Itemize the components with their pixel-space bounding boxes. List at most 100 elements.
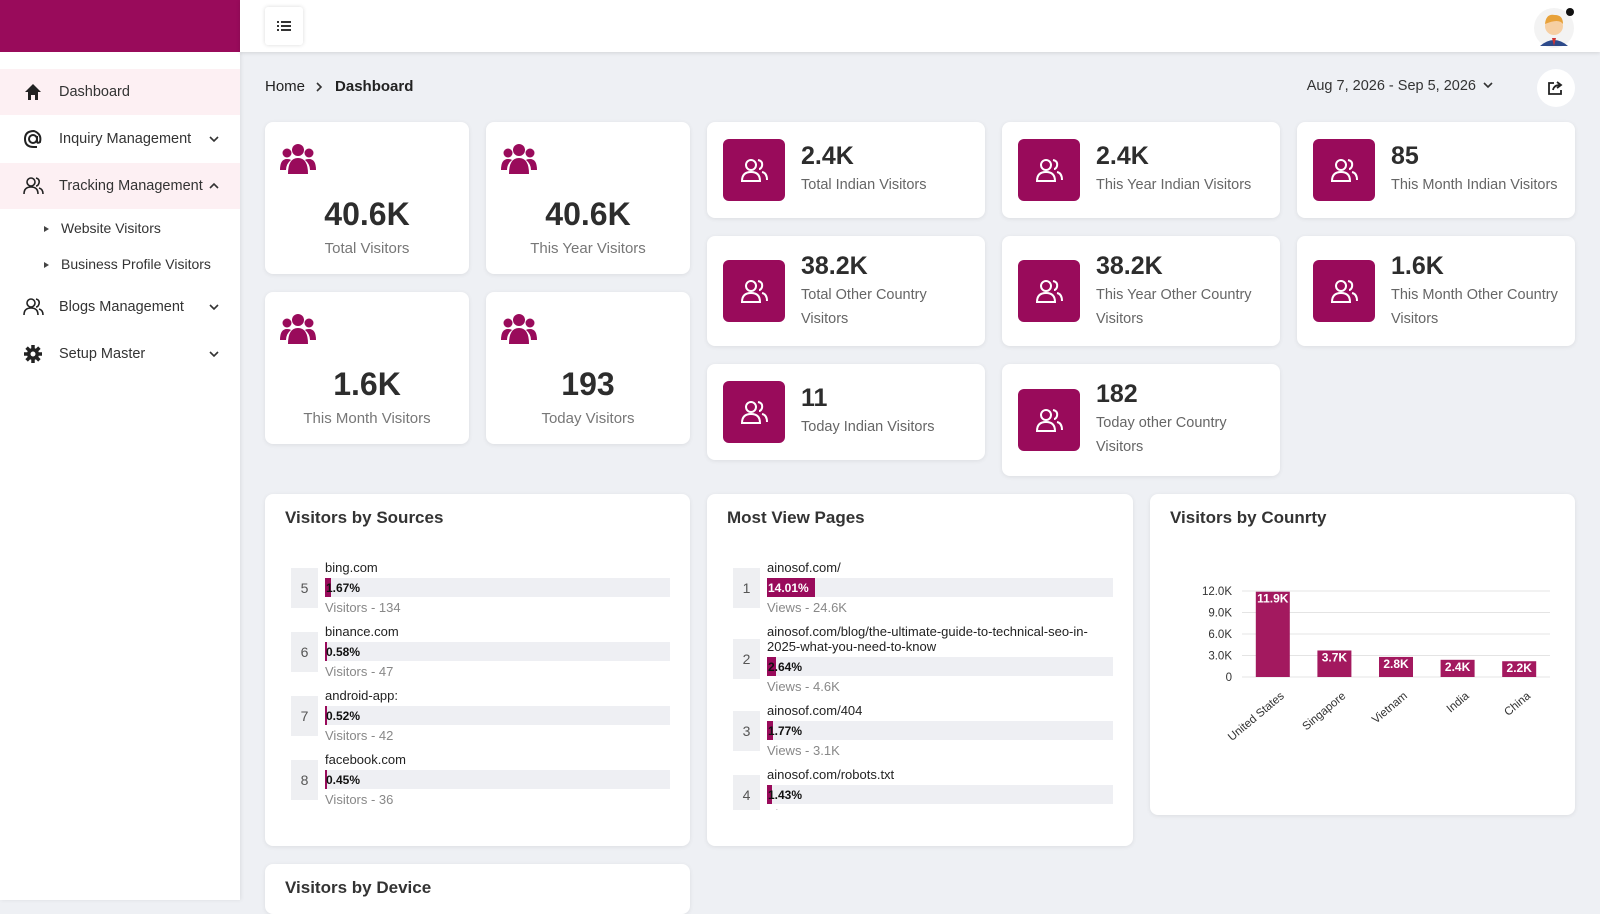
summary-card: 40.6K Total Visitors [265,122,469,274]
sidebar: Dashboard Inquiry Management Tracking Mana… [0,0,240,900]
y-tick-label: 9.0K [1208,608,1232,620]
card-icon [280,314,316,344]
detail-card: 11 Today Indian Visitors [707,364,985,460]
card-icon-box [723,139,785,201]
menu-item[interactable]: Dashboard [0,69,240,115]
card-icon [740,159,768,182]
menu-label: Dashboard [59,84,130,100]
card-text: 2.4K Total Indian Visitors [801,142,973,197]
y-tick-label: 0 [1226,672,1232,684]
menu-label: Inquiry Management [59,131,192,147]
card-text: 2.4K This Year Indian Visitors [1096,142,1268,197]
rank: 5 [291,567,318,608]
bar [1255,591,1290,677]
rank: 2 [733,639,760,679]
bar [1440,659,1475,677]
card-label: This Month Other Country Visitors [1391,287,1558,327]
percent-label: 14.01% [768,581,809,595]
chart-title: Visitors by Counrty [1170,508,1327,527]
menu-icon [24,345,42,363]
card-icon-box [723,381,785,443]
item-name: ainosof.com/robots.txt [767,767,895,782]
menu-item[interactable]: Tracking Management [0,163,240,209]
bar [1502,661,1537,677]
percent-label: 2.64% [768,660,803,674]
item-count: Views - 24.6K [767,600,847,615]
menu-item[interactable]: Inquiry Management [0,116,240,162]
x-tick-label: Vietnam [1370,690,1410,726]
logo [0,0,240,52]
card-value: 1.6K [1391,252,1444,280]
item-body: binance.com 0.58% Visitors - 47 [325,624,670,679]
panel-title: Visitors by Sources [285,508,444,527]
item-body: ainosof.com/blog/the-ultimate-guide-to-t… [767,624,1113,694]
date-range-picker[interactable]: Aug 7, 2026 - Sep 5, 2026 [1307,78,1498,94]
menu-label: Blogs Management [59,299,184,315]
user-name: Admin [1468,18,1508,34]
detail-card: 182 Today other Country Visitors [1002,364,1280,476]
device-panel: Visitors by Device [265,864,690,914]
card-label: Total Visitors [324,240,410,257]
rank: 8 [291,759,318,800]
progress-track: 14.01% [767,578,1113,597]
y-tick-label: 12.0K [1202,586,1232,598]
item-body: ainosof.com/robots.txt 1.43% Views - 2.5K [767,767,1113,810]
progress-track: 0.58% [325,642,670,661]
item-count: Visitors - 134 [325,600,401,615]
card-value: 85 [1391,142,1419,170]
item-count: Visitors - 42 [325,728,394,743]
menu-item[interactable]: Blogs Management [0,284,240,330]
rank: 3 [733,710,760,751]
detail-card: 85 This Month Indian Visitors [1297,122,1575,218]
card-icon-box [1018,139,1080,201]
detail-card: 2.4K Total Indian Visitors [707,122,985,218]
progress-fill [325,642,327,661]
card-icon [1035,280,1063,303]
menu-item[interactable]: Setup Master [0,331,240,377]
detail-card: 38.2K This Year Other Country Visitors [1002,236,1280,346]
item-body: facebook.com 0.45% Visitors - 36 [325,752,670,807]
item-count: Views - 3.1K [767,743,840,758]
item-count: Visitors - 36 [325,792,394,807]
y-tick-label: 3.0K [1208,651,1232,663]
card-label: Total Other Country Visitors [801,287,927,327]
card-text: 11 Today Indian Visitors [801,384,973,439]
menu-label: Setup Master [59,346,146,362]
progress-fill [767,657,777,676]
submenu-item[interactable]: Website Visitors [44,220,161,236]
progress-track: 1.67% [325,578,670,597]
item-count: Views - 4.6K [767,679,840,694]
avatar[interactable] [1532,4,1578,50]
progress-fill [767,578,816,597]
submenu-item[interactable]: Business Profile Visitors [44,256,211,272]
bar [1317,650,1352,677]
menu-toggle[interactable] [265,7,303,45]
card-text: 182 Today other Country Visitors [1096,380,1268,459]
panel-title: Visitors by Device [285,878,432,897]
menu-icon [277,21,291,31]
pages-panel: Most View Pages 1 ainosof.com/14.01% Views… [707,494,1133,846]
panel-title: Most View Pages [727,508,865,527]
x-tick-label: Singapore [1300,690,1348,733]
percent-label: 1.43% [768,788,803,802]
item-body: ainosof.com/14.01% Views - 24.6K [767,560,1113,615]
breadcrumb: Home Dashboard [265,78,413,95]
card-value: 1.6K [333,366,401,402]
card-text: 85 This Month Indian Visitors [1391,142,1563,197]
value-label: 2.4K [1445,660,1471,674]
card-label: This Year Visitors [530,240,646,257]
card-text: 38.2K Total Other Country Visitors [801,252,973,331]
card-icon-box [1018,389,1080,451]
card-label: Total Indian Visitors [801,177,927,193]
breadcrumb-home[interactable]: Home [265,78,306,95]
export-button[interactable] [1537,69,1575,107]
menu-chevron [209,136,219,143]
progress-fill [325,706,327,725]
detail-card: 38.2K Total Other Country Visitors [707,236,985,346]
card-value: 11 [801,384,828,412]
item-body: android-app: 0.52% Visitors - 42 [325,688,670,743]
item-name: binance.com [325,624,399,639]
card-text: 38.2K This Year Other Country Visitors [1096,252,1268,331]
percent-label: 0.52% [326,709,361,723]
